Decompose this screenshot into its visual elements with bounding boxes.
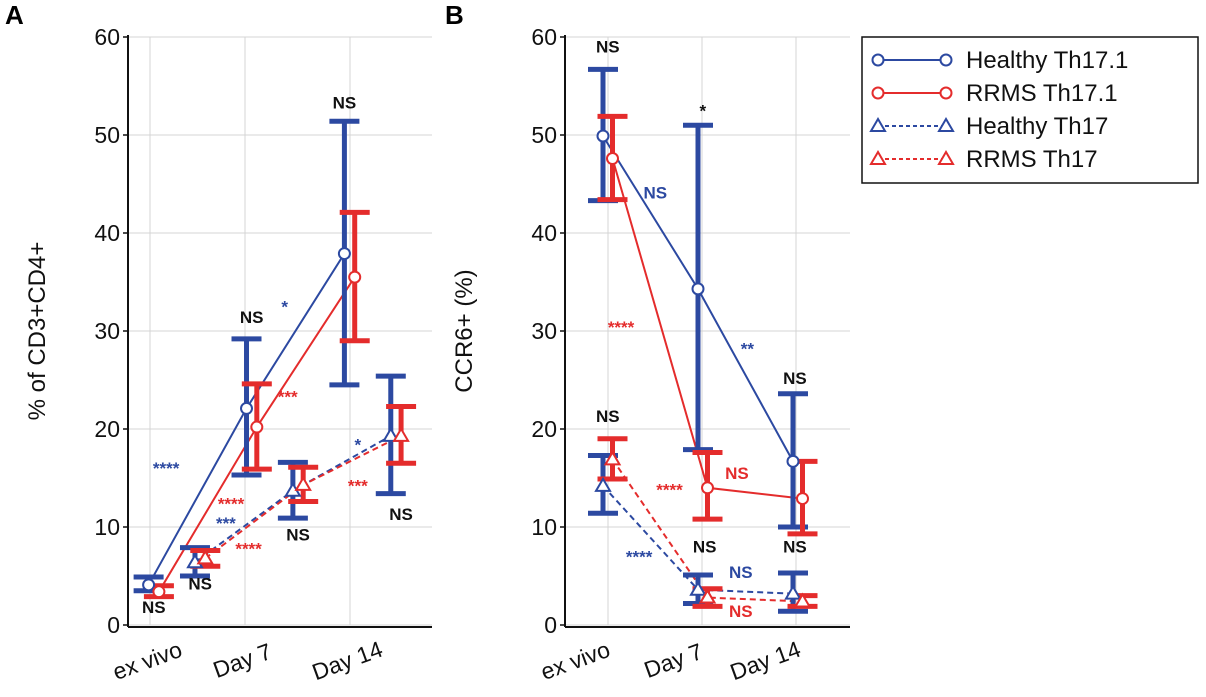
legend: Healthy Th17.1 RRMS Th17.1 Healthy Th17 RRM… <box>861 36 1199 184</box>
data-point <box>596 129 610 143</box>
data-point <box>142 578 156 592</box>
significance-label: NS <box>783 537 807 556</box>
data-point <box>348 270 362 284</box>
data-point <box>382 426 400 442</box>
legend-marker <box>939 86 953 100</box>
significance-label: * <box>281 297 288 316</box>
significance-label: * <box>354 436 361 455</box>
significance-label: **** <box>235 539 262 558</box>
legend-label: RRMS Th17 <box>966 146 1098 173</box>
legend-label: Healthy Th17.1 <box>966 47 1128 74</box>
significance-label: *** <box>348 477 368 496</box>
panel-letter-a: A <box>5 0 24 30</box>
significance-label: NS <box>240 308 264 327</box>
significance-label: *** <box>216 514 236 533</box>
data-point <box>691 282 705 296</box>
significance-label: NS <box>725 464 749 483</box>
x-tick-label: Day 14 <box>727 636 805 685</box>
series-line <box>611 458 803 603</box>
data-point <box>152 585 166 599</box>
significance-label: NS <box>188 575 212 594</box>
y-tick-label: 60 <box>531 24 557 50</box>
legend-marker <box>937 117 955 132</box>
data-point <box>784 584 802 600</box>
data-point <box>606 152 619 166</box>
y-tick-label: 20 <box>531 416 557 442</box>
y-tick-label: 30 <box>531 318 557 344</box>
y-tick-label: 40 <box>94 220 120 246</box>
y-tick-label: 20 <box>94 416 120 442</box>
y-tick-label: 10 <box>531 514 557 540</box>
data-point <box>689 580 707 596</box>
panel-a: A 0 10 20 30 40 50 60 ex vivo Day 7 Day 14 % of CD… <box>5 0 432 685</box>
significance-label: **** <box>218 494 245 513</box>
y-tick-label: 50 <box>94 122 120 148</box>
significance-label: NS <box>783 369 807 388</box>
data-point <box>594 476 612 492</box>
significance-label: * <box>699 101 706 120</box>
data-point <box>603 450 622 466</box>
significance-label: NS <box>389 505 413 524</box>
legend-label: RRMS Th17.1 <box>966 80 1118 107</box>
y-tick-label: 30 <box>94 318 120 344</box>
x-tick-label: ex vivo <box>537 636 613 685</box>
y-tick-label: 60 <box>94 24 120 50</box>
y-axis-title: CCR6+ (%) <box>451 269 478 392</box>
data-point <box>793 592 812 608</box>
legend-marker <box>869 117 887 132</box>
significance-label: NS <box>643 184 667 203</box>
y-tick-label: 40 <box>531 220 557 246</box>
data-point <box>701 481 714 495</box>
data-point <box>240 401 254 415</box>
panel-b: B 0 10 20 30 40 50 60 ex vivo Day 7 Day 14 CCR6+ (… <box>445 0 850 685</box>
significance-label: NS <box>729 563 753 582</box>
x-tick-label: Day 7 <box>210 638 275 683</box>
legend-box <box>861 36 1199 184</box>
legend-marker <box>871 86 885 100</box>
significance-label: **** <box>608 318 635 337</box>
y-tick-label: 0 <box>107 612 120 638</box>
significance-label: NS <box>333 94 357 113</box>
significance-label: NS <box>142 598 166 617</box>
legend-marker <box>937 150 955 165</box>
significance-label: **** <box>153 459 180 478</box>
data-point <box>337 247 351 261</box>
significance-label: NS <box>693 537 717 556</box>
significance-label: NS <box>286 526 310 545</box>
data-point <box>698 588 717 604</box>
significance-label: NS <box>596 38 620 57</box>
y-tick-label: 50 <box>531 122 557 148</box>
y-tick-label: 10 <box>94 514 120 540</box>
data-point <box>796 492 809 506</box>
significance-label: ** <box>741 340 755 359</box>
legend-marker <box>871 53 885 67</box>
panel-letter-b: B <box>445 0 464 30</box>
significance-label: **** <box>626 547 653 566</box>
legend-marker <box>869 150 887 165</box>
data-point <box>250 420 264 434</box>
legend-marker <box>939 53 953 67</box>
significance-label: NS <box>596 407 620 426</box>
data-point <box>294 475 312 491</box>
legend-label: Healthy Th17 <box>966 113 1108 140</box>
significance-label: **** <box>656 481 683 500</box>
y-tick-label: 0 <box>544 612 557 638</box>
y-axis-title: % of CD3+CD4+ <box>24 242 51 421</box>
significance-label: NS <box>729 602 753 621</box>
data-point <box>196 549 215 565</box>
x-tick-label: Day 14 <box>309 636 387 685</box>
x-tick-label: Day 7 <box>641 638 706 683</box>
x-tick-label: ex vivo <box>109 636 185 685</box>
data-point <box>786 454 800 468</box>
significance-label: *** <box>278 388 298 407</box>
data-point <box>392 426 410 442</box>
